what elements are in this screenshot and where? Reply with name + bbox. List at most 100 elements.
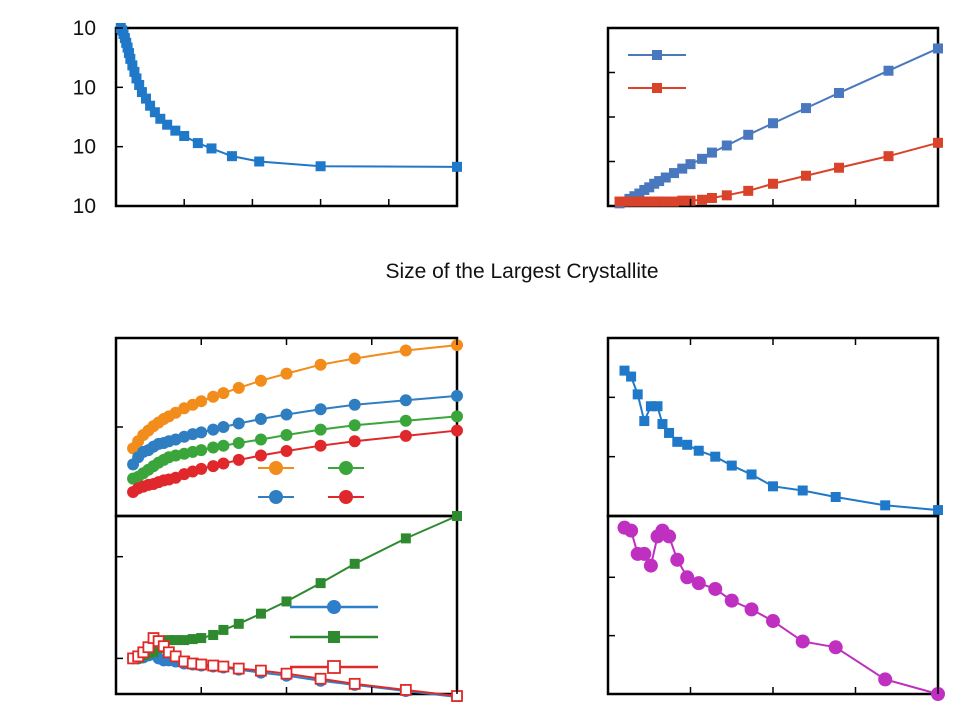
panel-e-series-1-point xyxy=(187,634,198,645)
panel-e-series-1-point xyxy=(179,635,190,646)
panel-f-series-0 xyxy=(617,520,945,701)
panel-f-series-0-point xyxy=(766,614,780,629)
panel-b-series-1-point xyxy=(768,178,778,189)
panel-c-series-3-point xyxy=(399,429,412,442)
panel-f-series-0-point xyxy=(624,523,639,538)
panel-c-legend-entry xyxy=(328,461,364,475)
panel-a-series-0-point xyxy=(452,161,462,172)
panel-c-legend-entry xyxy=(258,490,294,504)
panel-e-series-1-point xyxy=(196,633,207,644)
panel-c-series-3 xyxy=(127,424,463,498)
panel-f-series-0-point xyxy=(680,570,695,585)
panel-a-series-0-point xyxy=(131,73,142,84)
panel-d-series-0-point xyxy=(639,416,650,427)
panel-b-series-1 xyxy=(614,137,943,207)
panel-e-legend-marker xyxy=(328,631,340,643)
panel-a-series-0-point xyxy=(136,87,147,98)
panel-b-series-0-point xyxy=(933,43,943,54)
panel-c-series-1 xyxy=(127,389,463,471)
panel-d-series-0-point xyxy=(830,492,841,503)
panel-a-series-0-point xyxy=(226,151,237,162)
panel-c-series-1-point xyxy=(207,423,220,436)
panel-e-series-2-point xyxy=(207,659,220,672)
panel-f-series-0-point xyxy=(691,576,706,591)
panel-a-y-tick-label: 10 xyxy=(73,136,96,159)
panel-c-frame xyxy=(114,336,459,518)
panel-a-series-0-point xyxy=(129,66,140,77)
panel-e-series-1-point xyxy=(255,608,266,619)
panel-d-series-0-point xyxy=(880,500,891,511)
panel-b-series-0-point xyxy=(721,140,732,151)
panel-e-series-2-point xyxy=(217,660,230,673)
panel-e-series-1 xyxy=(128,511,462,664)
panel-d-series-0-point xyxy=(797,485,808,496)
panel-f-series-0-point xyxy=(795,634,810,649)
panel-c-series-3-point xyxy=(195,462,208,475)
panel-a-series-0 xyxy=(115,23,462,172)
panel-b-series-1-point xyxy=(697,194,708,205)
panel-e-series-1-point xyxy=(218,624,229,635)
panel-a-y-tick-label: 10 xyxy=(73,17,96,40)
panel-a-series-0-point xyxy=(125,53,136,64)
panel-c-series-0-point xyxy=(207,390,220,403)
panel-a-y-tick-base: 10 xyxy=(73,195,96,218)
panel-d-series-0-point xyxy=(693,445,704,456)
panel-b-series-1-point xyxy=(883,151,894,162)
panel-c-series-2 xyxy=(127,410,463,485)
panel-e-legend-entry xyxy=(290,660,378,674)
panel-c-series-1-point xyxy=(348,398,361,411)
panel-c-legend-marker xyxy=(339,490,353,504)
panel-d-series-0 xyxy=(619,365,943,516)
panel-c-series-1-point xyxy=(314,403,327,416)
panel-c-legend-marker xyxy=(269,490,283,504)
panel-d-series-0-point xyxy=(746,469,757,480)
panel-a-series-0-point xyxy=(122,42,133,53)
panel-d-series-0-point xyxy=(726,460,737,471)
panel-b-series-1-point xyxy=(834,162,844,173)
panel-c-series-3-point xyxy=(254,449,267,462)
panel-d-series-0-point xyxy=(682,439,693,450)
panel-b-legend-marker xyxy=(652,83,662,93)
panel-f-series-0-point xyxy=(724,593,739,608)
panel-c-series-2-point xyxy=(348,419,361,432)
panel-c-series-3-point xyxy=(207,460,220,473)
panel-e-series-2 xyxy=(127,632,463,702)
panel-a-series-0-point xyxy=(254,156,265,167)
panel-c-series-3-point xyxy=(348,435,361,448)
panel-c-series-2-point xyxy=(195,444,208,457)
panel-c-series-1-point xyxy=(232,417,245,430)
panel-c-legend-entry xyxy=(258,461,294,475)
shared-x-axis-label: Size of the Largest Crystallite xyxy=(385,260,658,283)
panel-e-series-2-point xyxy=(232,662,245,675)
panel-a-series-0-line xyxy=(119,27,458,168)
panel-e-legend-marker xyxy=(327,600,341,614)
panel-b-series-1-point xyxy=(677,195,688,206)
panel-c-series-3-point xyxy=(451,424,463,437)
panel-e-series-1-point xyxy=(163,635,174,646)
panel-f-series-0-line xyxy=(624,526,939,695)
panel-d-series-0-line xyxy=(623,369,939,512)
panel-e-legend-marker xyxy=(327,660,341,674)
panel-c-series-3-point xyxy=(232,453,245,466)
panel-c-series-1-point xyxy=(195,426,208,439)
panel-e-legend-entry xyxy=(290,631,378,643)
panel-d-series-0-point xyxy=(645,401,656,412)
panel-e-series-1-point xyxy=(452,511,462,521)
panel-c-series-0-point xyxy=(232,381,245,394)
panel-c-series-3-point xyxy=(217,457,230,470)
panel-d-series-0-point xyxy=(632,389,643,400)
panel-e-series-1-point xyxy=(170,635,181,646)
panel-c-series-0-point xyxy=(348,352,361,365)
panel-c-series-2-point xyxy=(399,414,412,427)
panel-c-series-2-point xyxy=(254,433,267,446)
panel-a-series-0-point xyxy=(162,119,173,130)
panel-c-series-1-point xyxy=(280,408,293,421)
panel-e-series-1-point xyxy=(281,596,292,607)
panel-e-series-2-point xyxy=(280,667,293,680)
panel-b-series-1-point xyxy=(743,185,754,196)
panel-a-y-tick-base: 10 xyxy=(73,17,96,40)
panel-a-y-tick-base: 10 xyxy=(73,136,96,159)
panel-c-legend-marker xyxy=(269,461,283,475)
panel-a-frame xyxy=(114,26,459,208)
panel-c-series-0-point xyxy=(280,367,293,380)
